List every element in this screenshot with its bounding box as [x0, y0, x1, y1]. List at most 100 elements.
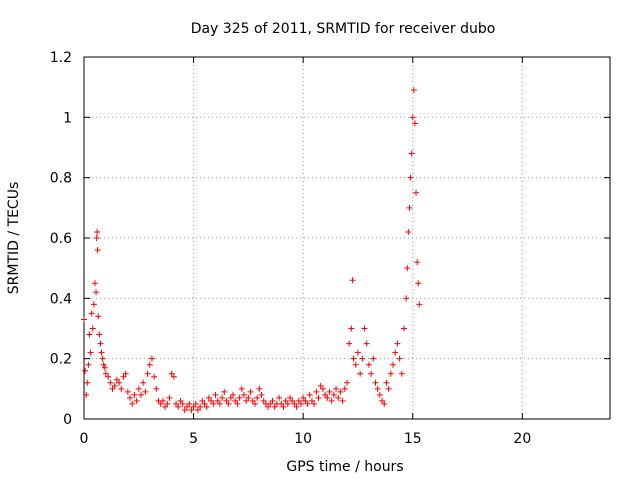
data-point	[370, 355, 377, 362]
data-point	[291, 400, 298, 407]
data-point	[365, 361, 372, 368]
data-point	[306, 391, 313, 398]
x-tick-label: 20	[513, 431, 531, 447]
data-point	[102, 370, 109, 377]
data-point	[118, 385, 125, 392]
data-point	[328, 397, 335, 404]
data-point	[304, 400, 311, 407]
data-point	[383, 379, 390, 386]
plot-border	[83, 56, 611, 420]
data-point	[93, 289, 100, 296]
data-point	[295, 397, 302, 404]
data-point	[260, 397, 267, 404]
data-point	[164, 400, 171, 407]
data-point	[404, 265, 411, 272]
data-point	[162, 403, 169, 410]
data-point	[168, 370, 175, 377]
data-point	[151, 373, 158, 380]
data-point	[284, 400, 291, 407]
data-point	[116, 379, 123, 386]
data-point	[333, 385, 340, 392]
data-point	[271, 403, 278, 410]
data-point	[297, 400, 304, 407]
data-point	[81, 316, 87, 323]
data-point	[199, 397, 206, 404]
data-point	[313, 388, 320, 395]
data-point	[372, 379, 379, 386]
data-point	[219, 394, 226, 401]
data-point	[131, 391, 138, 398]
y-tick-label: 1.2	[50, 50, 72, 66]
data-point	[135, 385, 142, 392]
data-point	[232, 397, 239, 404]
data-point	[153, 385, 160, 392]
data-point	[201, 400, 208, 407]
data-point	[346, 340, 353, 347]
data-point	[88, 310, 95, 317]
data-point	[140, 379, 147, 386]
data-point	[243, 397, 250, 404]
data-point	[240, 391, 247, 398]
y-tick-label: 0.6	[50, 231, 72, 247]
data-point	[208, 397, 215, 404]
x-axis-label: GPS time / hours	[286, 459, 403, 475]
data-point	[210, 400, 217, 407]
data-point	[368, 370, 375, 377]
data-point	[175, 403, 182, 410]
data-point	[203, 403, 210, 410]
data-point	[322, 391, 329, 398]
tick-labels: 0 0.2 0.4 0.6 0.8 1 1.2 0 5 10 15 20	[50, 50, 532, 447]
data-point	[82, 367, 89, 374]
data-point	[319, 385, 326, 392]
data-point	[227, 394, 234, 401]
chart-title: Day 325 of 2011, SRMTID for receiver dub…	[191, 21, 496, 37]
data-point	[107, 379, 114, 386]
data-point	[97, 340, 104, 347]
data-point	[396, 355, 403, 362]
data-point	[339, 397, 346, 404]
data-point	[258, 391, 265, 398]
data-point	[127, 394, 134, 401]
data-point	[225, 400, 232, 407]
data-point	[113, 376, 120, 383]
data-point	[354, 349, 361, 356]
data-point	[400, 325, 407, 332]
data-point	[348, 325, 355, 332]
data-point	[137, 391, 144, 398]
data-point	[129, 400, 136, 407]
data-point	[159, 397, 166, 404]
data-point	[223, 397, 230, 404]
data-point	[394, 340, 401, 347]
data-point	[308, 397, 315, 404]
grid	[84, 57, 610, 419]
data-point	[267, 400, 274, 407]
data-point	[249, 397, 256, 404]
data-point	[89, 325, 96, 332]
data-point	[413, 189, 420, 196]
data-point	[188, 406, 195, 413]
data-point	[86, 331, 93, 338]
data-point	[269, 397, 276, 404]
data-point	[111, 382, 118, 389]
data-point	[197, 403, 204, 410]
data-point	[276, 394, 283, 401]
data-point	[302, 397, 309, 404]
data-point	[349, 277, 356, 284]
data-point	[265, 403, 272, 410]
data-point	[398, 370, 405, 377]
data-point	[350, 355, 357, 362]
data-point	[234, 400, 241, 407]
data-point	[315, 394, 322, 401]
y-tick-label: 0	[63, 412, 72, 428]
data-point	[374, 385, 381, 392]
data-point	[278, 400, 285, 407]
data-point	[387, 370, 394, 377]
data-point	[254, 394, 261, 401]
x-tick-label: 10	[294, 431, 312, 447]
data-point	[133, 397, 140, 404]
data-point	[120, 373, 127, 380]
data-point	[410, 87, 417, 94]
data-point	[122, 370, 129, 377]
data-point	[361, 325, 368, 332]
data-point	[376, 391, 383, 398]
